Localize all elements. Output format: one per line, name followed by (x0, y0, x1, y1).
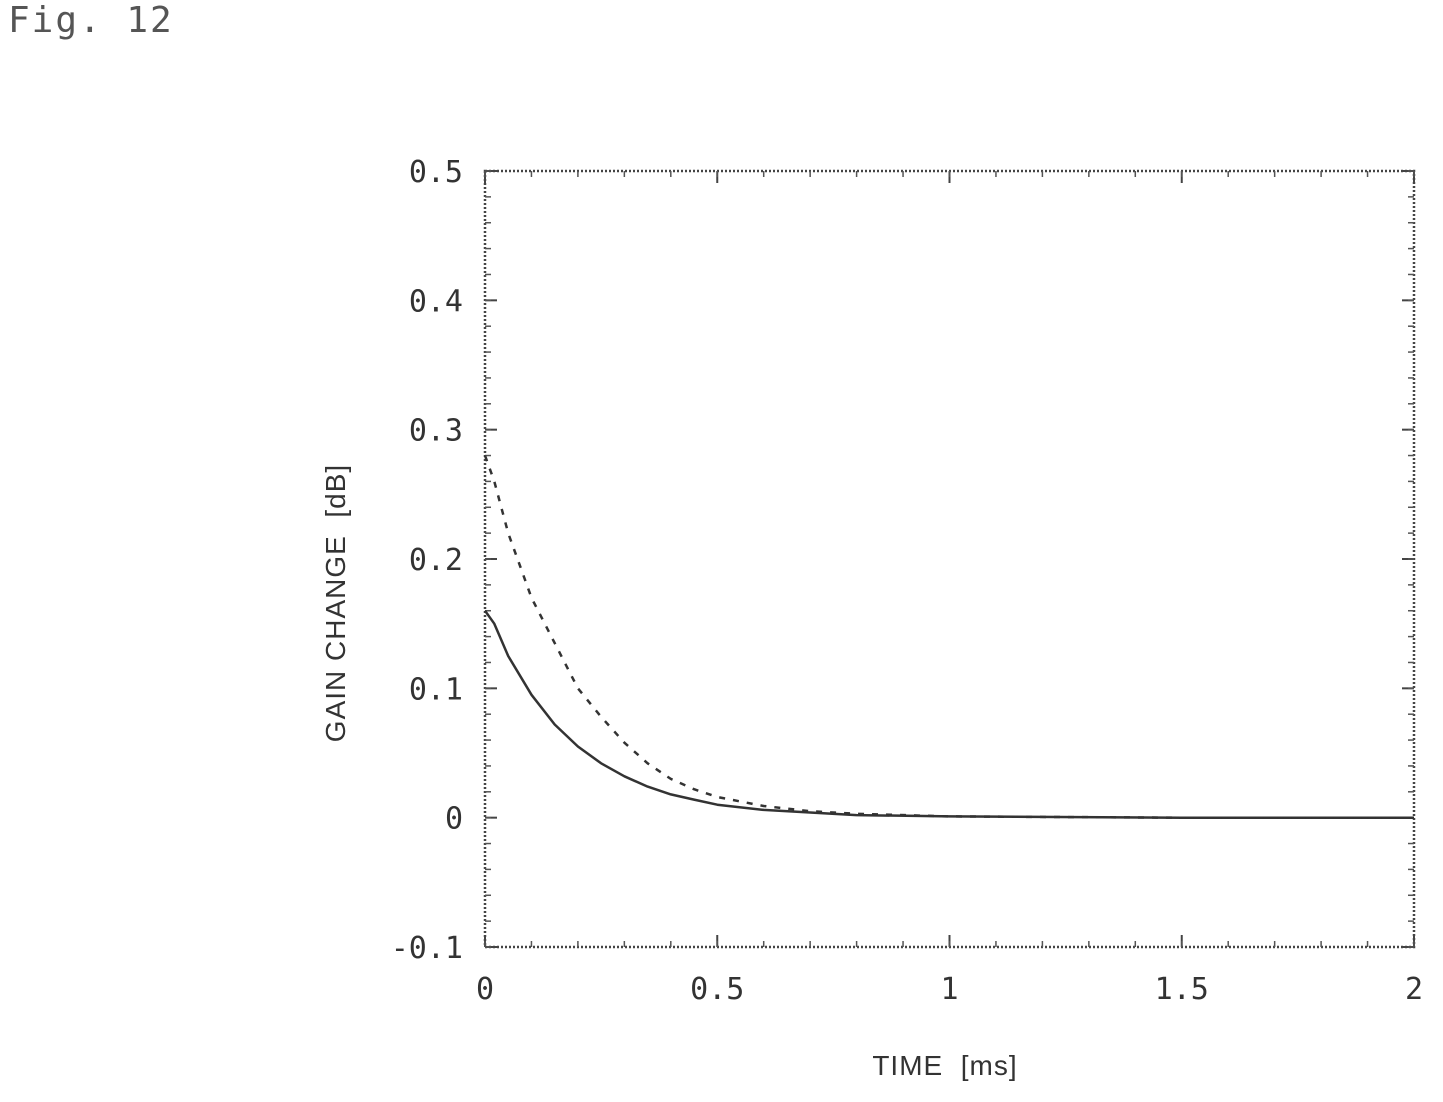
tick-marks (484, 170, 1415, 948)
y-tick-label: 0.3 (409, 414, 463, 449)
x-tick-label: 0.5 (690, 972, 744, 1007)
y-tick-label: 0 (445, 802, 463, 837)
x-tick-label: 1 (940, 972, 958, 1007)
x-tick-label: 2 (1405, 972, 1423, 1007)
y-tick-label: 0.4 (409, 284, 463, 319)
y-axis-title: GAIN CHANGE [dB] (320, 464, 351, 742)
y-tick-label: 0.5 (409, 155, 463, 190)
x-tick-label: 1.5 (1155, 972, 1209, 1007)
x-axis-title: TIME [ms] (872, 1050, 1017, 1081)
y-tick-label: 0.1 (409, 672, 463, 707)
y-tick-labels: -0.1 0 0.1 0.2 0.3 0.4 0.5 (391, 155, 463, 966)
y-tick-label: -0.1 (391, 931, 463, 966)
series-group (483, 455, 1414, 819)
y-tick-label: 0.2 (409, 543, 463, 578)
figure-label: Fig. 12 (8, 0, 174, 41)
plot-frame (483, 169, 1416, 949)
series-line-solid (483, 609, 1414, 819)
x-tick-labels: 0 0.5 1 1.5 2 (476, 972, 1423, 1007)
x-tick-label: 0 (476, 972, 494, 1007)
series-line-dashed (483, 455, 1414, 819)
